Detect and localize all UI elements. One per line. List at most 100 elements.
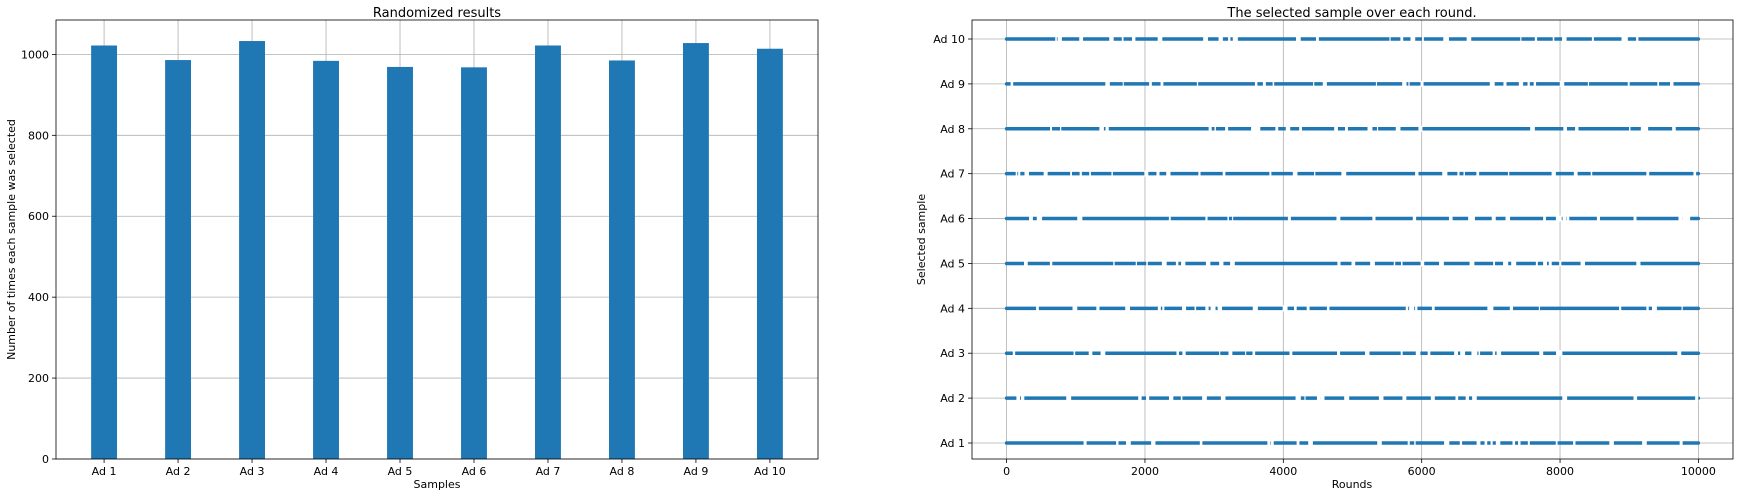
scatter-gap — [1430, 395, 1435, 402]
scatter-gap — [1337, 350, 1341, 357]
scatter-gap — [1677, 350, 1682, 357]
scatter-gap — [1431, 305, 1435, 312]
scatter-gap — [1448, 215, 1453, 222]
scatter-gap — [1336, 215, 1341, 222]
bar — [609, 60, 635, 460]
bar-x-tick-label: Ad 10 — [754, 465, 786, 478]
scatter-gap — [1370, 260, 1375, 267]
scatter-gap — [1090, 350, 1093, 357]
scatter-gap — [1560, 350, 1563, 357]
scatter-gap — [1138, 395, 1142, 402]
scatter-gap — [1060, 125, 1062, 132]
scatter-y-tick-label: Ad 10 — [933, 33, 965, 46]
bar-x-tick-label: Ad 1 — [92, 465, 117, 478]
bar-chart-title: Randomized results — [373, 6, 501, 21]
scatter-gap — [1079, 36, 1084, 42]
scatter-chart-ticks: 0 2000 4000 6000 8000 10000 Ad 1 Ad 2 Ad 3 Ad 4 Ad… — [933, 33, 1716, 478]
bar-chart-frame — [55, 19, 819, 460]
scatter-gap — [1557, 215, 1562, 222]
scatter-gap — [1220, 395, 1226, 402]
bar-y-tick-label: 400 — [28, 291, 49, 304]
scatter-gap — [1512, 440, 1516, 446]
scatter-gap — [1633, 215, 1637, 222]
scatter-gap — [1282, 305, 1288, 312]
scatter-gap — [1341, 170, 1347, 177]
scatter-gap — [1520, 36, 1522, 42]
scatter-gap — [1405, 305, 1409, 312]
scatter-gap — [1681, 305, 1683, 312]
scatter-row-points — [1004, 215, 1701, 222]
scatter-gap — [1409, 305, 1415, 312]
scatter-gap — [1121, 36, 1124, 42]
scatter-gap — [1539, 350, 1544, 357]
scatter-gap — [1219, 260, 1224, 267]
scatter-gap — [1181, 260, 1186, 267]
scatter-row-points — [1004, 36, 1701, 42]
scatter-gap — [1493, 260, 1496, 267]
bar — [239, 41, 265, 459]
scatter-row-points — [1004, 170, 1701, 177]
scatter-gap — [1400, 260, 1403, 267]
scatter-gap — [1096, 305, 1100, 312]
scatter-gap — [1029, 215, 1033, 222]
scatter-y-tick-label: Ad 5 — [940, 257, 965, 270]
scatter-gap — [1232, 215, 1234, 222]
scatter-chart-points — [1004, 36, 1701, 446]
scatter-gap — [1444, 440, 1450, 446]
scatter-gap — [1251, 125, 1257, 132]
scatter-gap — [1538, 305, 1541, 312]
scatter-gap — [1218, 36, 1223, 42]
scatter-gap — [1176, 350, 1179, 357]
scatter-gap — [1412, 215, 1417, 222]
bar-chart: 0 200 400 600 800 1000 Ad 1 Ad 2 Ad 3 Ad 4 Ad 5 Ad … — [5, 6, 819, 491]
scatter-gap — [1555, 440, 1558, 446]
scatter-gap — [1077, 215, 1083, 222]
scatter-gap — [1474, 350, 1478, 357]
scatter-gap — [1389, 36, 1391, 42]
scatter-gap — [1420, 80, 1422, 87]
scatter-gap — [1646, 305, 1649, 312]
scatter-gap — [1530, 125, 1535, 132]
scatter-gap — [1156, 170, 1160, 177]
bar-x-tick-label: Ad 4 — [314, 465, 339, 478]
scatter-gap — [1166, 170, 1171, 177]
scatter-gap — [1535, 260, 1538, 267]
scatter-gap — [1563, 395, 1568, 402]
scatter-gap — [1559, 80, 1565, 87]
scatter-gap — [1043, 170, 1048, 177]
scatter-gap — [1254, 125, 1259, 132]
scatter-gap — [1296, 36, 1301, 42]
scatter-gap — [1194, 305, 1197, 312]
scatter-gap — [1012, 350, 1016, 357]
scatter-gap — [1395, 125, 1401, 132]
bar-y-tick-label: 600 — [28, 210, 49, 223]
scatter-gap — [1180, 395, 1183, 402]
bar-chart-ylabel: Number of times each sample was selected — [5, 119, 18, 360]
scatter-gap — [1580, 260, 1586, 267]
scatter-x-tick-label: 2000 — [1131, 465, 1159, 478]
scatter-gap — [1083, 440, 1087, 446]
scatter-gap — [1471, 350, 1475, 357]
scatter-chart-xlabel: Rounds — [1332, 478, 1373, 491]
scatter-gap — [1126, 440, 1131, 446]
scatter-gap — [1609, 440, 1614, 446]
bar-chart-ticks: 0 200 400 600 800 1000 Ad 1 Ad 2 Ad 3 Ad 4 Ad 5 Ad … — [21, 48, 786, 478]
scatter-gap — [1562, 36, 1567, 42]
scatter-gap — [1672, 125, 1676, 132]
scatter-gap — [1285, 125, 1291, 132]
scatter-y-tick-label: Ad 6 — [940, 213, 965, 226]
scatter-gap — [1393, 260, 1396, 267]
scatter-row-points — [1004, 260, 1701, 267]
scatter-gap — [1111, 170, 1113, 177]
scatter-gap — [1465, 395, 1468, 402]
scatter-gap — [1304, 395, 1306, 402]
scatter-gap — [1489, 80, 1495, 87]
scatter-gap — [1505, 215, 1511, 222]
scatter-gap — [1345, 125, 1348, 132]
scatter-gap — [1024, 170, 1030, 177]
scatter-gap — [1377, 440, 1382, 446]
scatter-gap — [1527, 80, 1530, 87]
scatter-gap — [1682, 215, 1687, 222]
scatter-gap — [1289, 350, 1293, 357]
bar-y-tick-label: 0 — [42, 453, 49, 466]
